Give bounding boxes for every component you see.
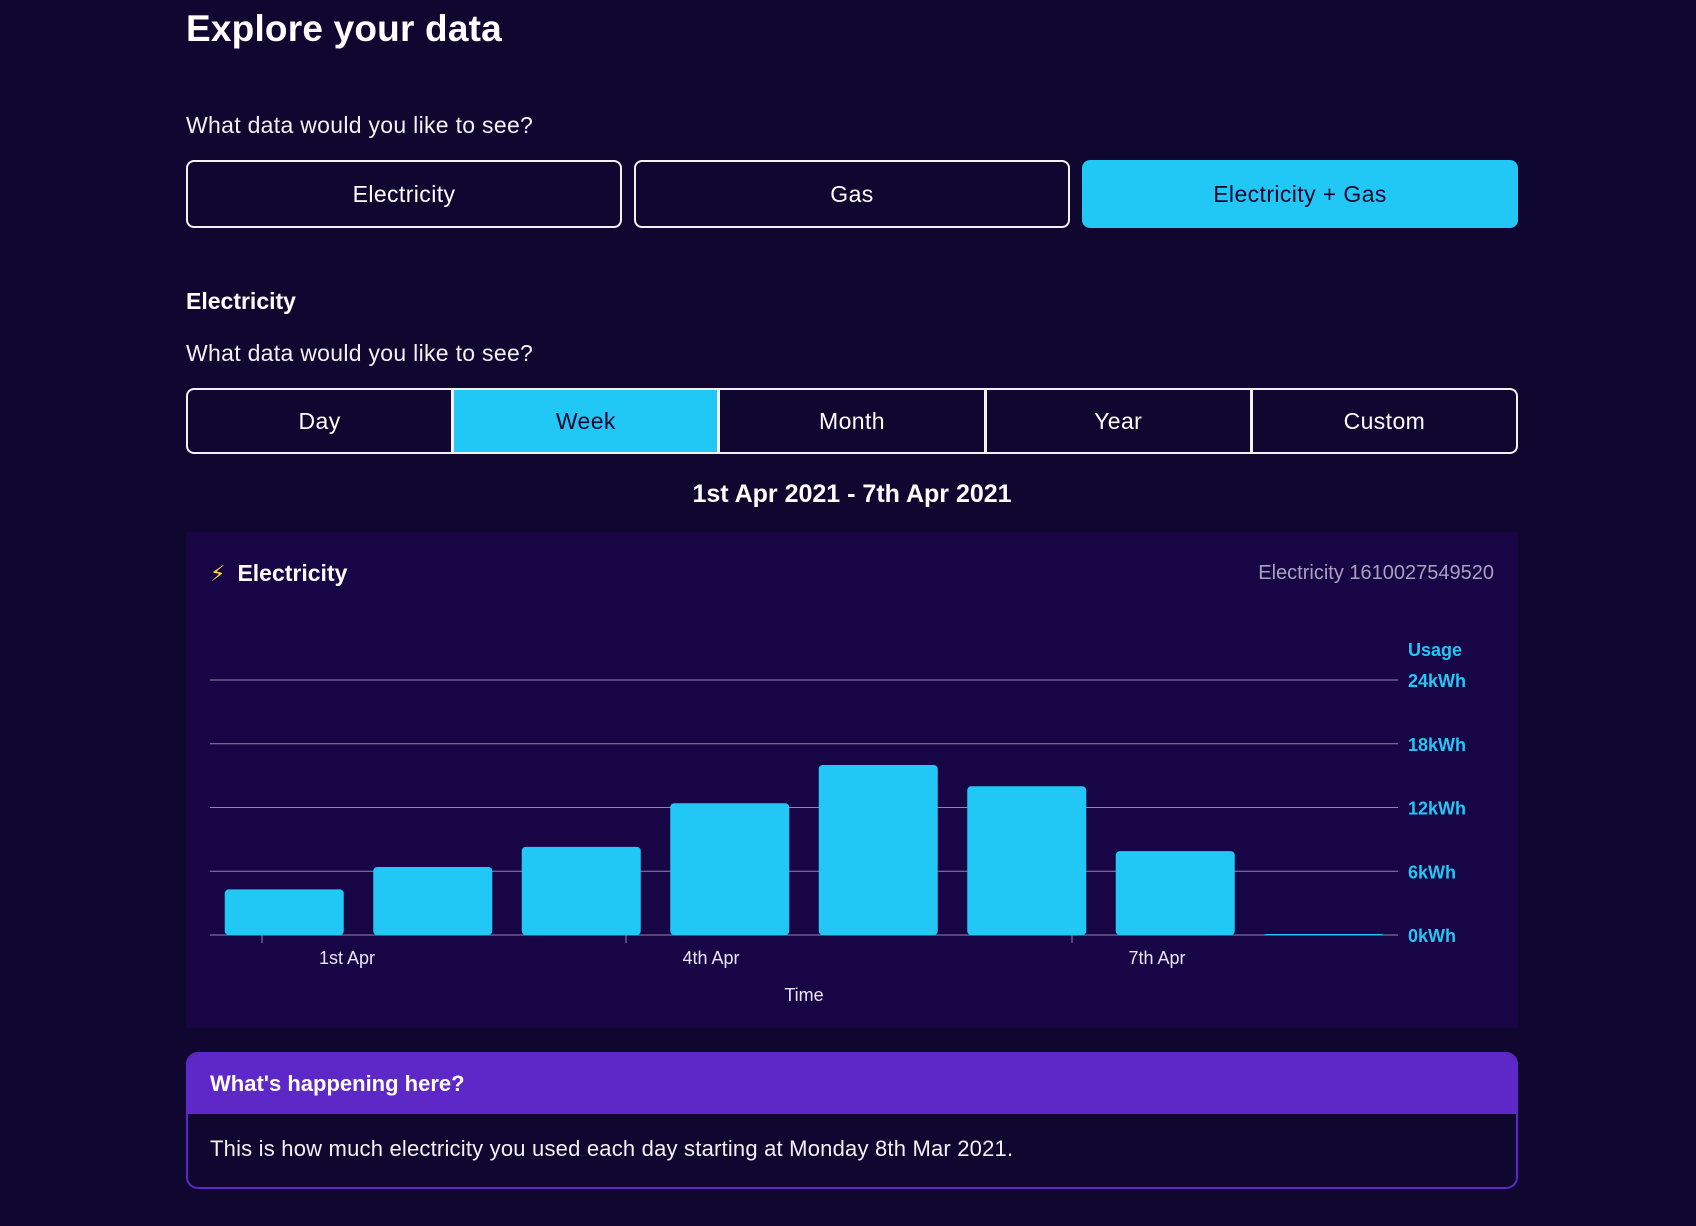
card-title: ⚡ Electricity xyxy=(210,560,347,587)
y-tick-label: 12kWh xyxy=(1408,799,1466,819)
section-title: Electricity xyxy=(186,288,296,314)
period-year[interactable]: Year xyxy=(983,390,1250,452)
info-body: This is how much electricity you used ea… xyxy=(210,1136,1014,1161)
period-day[interactable]: Day xyxy=(298,407,341,434)
y-tick-label: 6kWh xyxy=(1408,862,1456,882)
meter-label: Electricity 1610027549520 xyxy=(1258,562,1494,584)
x-tick-label: 1st Apr xyxy=(319,948,375,968)
fuel-option-electricity[interactable]: Electricity xyxy=(186,160,622,228)
y-tick-label: 0kWh xyxy=(1408,926,1456,946)
period-month[interactable]: Month xyxy=(717,390,983,452)
info-title: What's happening here? xyxy=(188,1054,1516,1114)
lightning-bolt-icon: ⚡ xyxy=(210,560,226,586)
x-axis-title: Time xyxy=(784,985,823,1005)
period-custom[interactable]: Custom xyxy=(1249,390,1516,452)
period-selector: Day Week Month Year Custom xyxy=(186,388,1518,454)
bar-4 xyxy=(818,765,938,935)
fuel-question: What data would you like to see? xyxy=(186,112,534,138)
bar-2 xyxy=(521,846,641,935)
y-tick-label: 24kWh xyxy=(1408,671,1466,691)
y-axis-title: Usage xyxy=(1408,640,1462,660)
bar-6 xyxy=(1115,851,1235,935)
period-week[interactable]: Week xyxy=(451,390,718,452)
fuel-option-gas[interactable]: Gas xyxy=(634,160,1070,228)
info-box: What's happening here? This is how much … xyxy=(186,1052,1518,1189)
fuel-selector: Electricity Gas Electricity + Gas xyxy=(186,160,1518,228)
fuel-option-electricity-gas[interactable]: Electricity + Gas xyxy=(1082,160,1518,228)
bar-7 xyxy=(1264,933,1384,935)
x-tick-label: 4th Apr xyxy=(682,948,739,968)
bar-5 xyxy=(967,786,1087,935)
period-question: What data would you like to see? xyxy=(186,340,534,366)
bar-3 xyxy=(670,803,790,935)
y-tick-label: 18kWh xyxy=(1408,735,1466,755)
bar-1 xyxy=(373,867,493,935)
electricity-chart-card: ⚡ Electricity Electricity 1610027549520 … xyxy=(186,532,1518,1028)
page-title: Explore your data xyxy=(186,8,502,49)
usage-bar-chart: 0kWh 6kWh 12kWh 18kWh 24kWh Usage 1st Apr 4th A… xyxy=(210,640,1466,1005)
card-title-text: Electricity xyxy=(237,560,348,586)
date-range: 1st Apr 2021 - 7th Apr 2021 xyxy=(692,480,1012,508)
bar-0 xyxy=(224,889,344,935)
x-tick-label: 7th Apr xyxy=(1128,948,1185,968)
